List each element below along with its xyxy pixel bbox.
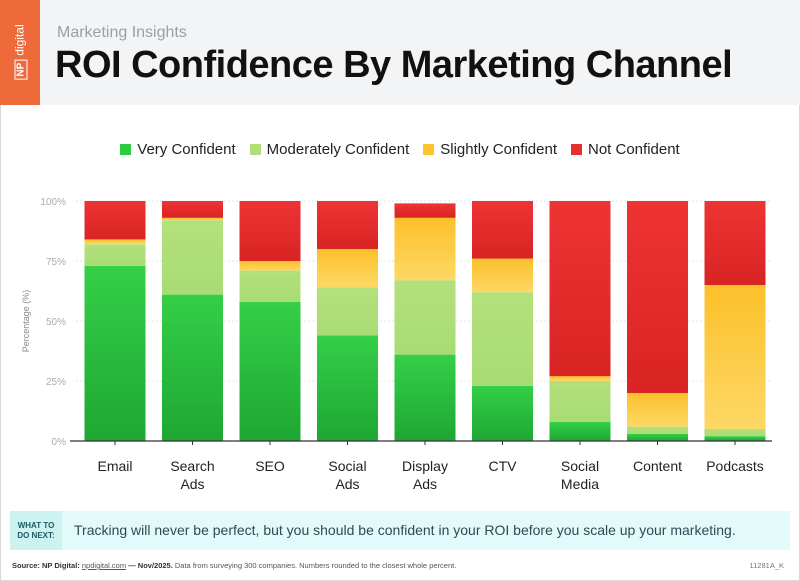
bar-segment-moderately-confident — [317, 287, 378, 336]
graphic-code: 11281A_K — [749, 561, 784, 570]
bar-segment-slightly-confident — [394, 217, 456, 281]
bar-segment-slightly-confident — [317, 249, 378, 288]
callout-tag: WHAT TO DO NEXT: — [10, 511, 62, 550]
legend-label: Very Confident — [137, 141, 236, 158]
x-tick-label: Social — [561, 458, 599, 474]
x-tick-label: Media — [561, 476, 599, 492]
bar-segment-very-confident — [627, 433, 688, 441]
bar-segment-very-confident — [317, 335, 378, 441]
bar-segment-slightly-confident — [627, 393, 688, 427]
source-date: — Nov/2025. — [128, 561, 173, 570]
bar-segment-slightly-confident — [84, 239, 146, 245]
bar-segment-not-confident — [317, 201, 378, 249]
bar-segment-slightly-confident — [472, 258, 533, 293]
y-axis-label: Percentage (%) — [21, 290, 31, 353]
legend-label: Not Confident — [588, 141, 680, 158]
x-tick-label: CTV — [489, 458, 518, 474]
bar-segment-not-confident — [627, 201, 688, 393]
legend-swatch — [249, 144, 261, 155]
legend-label: Moderately Confident — [266, 141, 410, 158]
x-tick-label: SEO — [255, 458, 285, 474]
bar-segment-not-confident — [84, 201, 146, 240]
bar-segment-not-confident — [239, 201, 301, 261]
y-tick-label: 0% — [52, 437, 67, 448]
bar-segment-slightly-confident — [549, 376, 611, 381]
x-tick-label: Display — [402, 458, 448, 474]
legend-item-not-confident: Not Confident — [571, 141, 680, 158]
bar-segment-moderately-confident — [549, 381, 611, 422]
chart-legend: Very Confident Moderately Confident Slig… — [0, 141, 800, 158]
bar-segment-very-confident — [472, 385, 533, 441]
y-tick-label: 100% — [40, 197, 66, 208]
what-to-do-next-callout: WHAT TO DO NEXT: Tracking will never be p… — [10, 511, 790, 550]
source-label: Source: NP Digital: — [12, 561, 80, 570]
legend-swatch — [423, 144, 435, 155]
legend-swatch — [120, 144, 132, 155]
x-tick-label: Search — [170, 458, 214, 474]
subtitle: Marketing Insights — [57, 24, 187, 41]
callout-text: Tracking will never be perfect, but you … — [74, 522, 736, 538]
x-tick-label: Podcasts — [706, 458, 764, 474]
legend-item-moderately-confident: Moderately Confident — [249, 141, 410, 158]
bar-segment-moderately-confident — [704, 429, 766, 437]
bar-segment-very-confident — [704, 436, 766, 441]
legend-swatch — [571, 144, 582, 155]
y-tick-label: 50% — [46, 317, 66, 328]
source-note: Source: NP Digital: npdigital.com — Nov/… — [12, 561, 456, 570]
stacked-bar-chart: 0% 25% 50% 75% 100% Percentage (%) Email Search… — [21, 197, 772, 492]
bar-segment-slightly-confident — [162, 217, 223, 221]
y-tick-label: 75% — [46, 257, 66, 268]
bar-segment-moderately-confident — [627, 426, 688, 434]
bar-segment-slightly-confident — [239, 261, 301, 271]
x-tick-label: Ads — [335, 476, 359, 492]
x-tick-label: Content — [633, 458, 682, 474]
bar-segment-not-confident — [704, 201, 766, 285]
x-tick-label: Ads — [180, 476, 204, 492]
bar-segment-moderately-confident — [239, 270, 301, 302]
callout-tag-line2: DO NEXT: — [17, 530, 55, 540]
callout-tag-line1: WHAT TO — [17, 520, 55, 530]
x-tick-label: Ads — [413, 476, 437, 492]
bar-segment-very-confident — [162, 294, 223, 441]
bar-segment-moderately-confident — [472, 292, 533, 386]
bar-segment-very-confident — [394, 354, 456, 441]
header: NPdigital Marketing Insights ROI Confide… — [0, 0, 800, 105]
bar-segment-not-confident — [472, 201, 533, 259]
bar-segment-not-confident — [394, 203, 456, 218]
source-link[interactable]: npdigital.com — [81, 561, 127, 570]
bar-segment-very-confident — [239, 301, 301, 441]
bar-segment-moderately-confident — [84, 244, 146, 266]
bar-segment-not-confident — [162, 201, 223, 218]
source-description: Data from surveying 300 companies. Numbe… — [174, 561, 457, 570]
page-title: ROI Confidence By Marketing Channel — [55, 44, 733, 86]
x-tick-label: Social — [328, 458, 366, 474]
legend-label: Slightly Confident — [440, 141, 557, 158]
y-tick-label: 25% — [46, 377, 66, 388]
bar-segment-moderately-confident — [162, 220, 223, 295]
bar-segment-moderately-confident — [394, 280, 456, 355]
bar-segment-not-confident — [549, 201, 611, 377]
bar-segment-very-confident — [84, 265, 146, 441]
x-tick-label: Email — [97, 458, 132, 474]
np-digital-logo: NPdigital — [0, 0, 40, 105]
legend-item-very-confident: Very Confident — [120, 141, 236, 158]
bar-segment-very-confident — [549, 421, 611, 441]
bar-segment-slightly-confident — [704, 285, 766, 429]
legend-item-slightly-confident: Slightly Confident — [423, 141, 557, 158]
